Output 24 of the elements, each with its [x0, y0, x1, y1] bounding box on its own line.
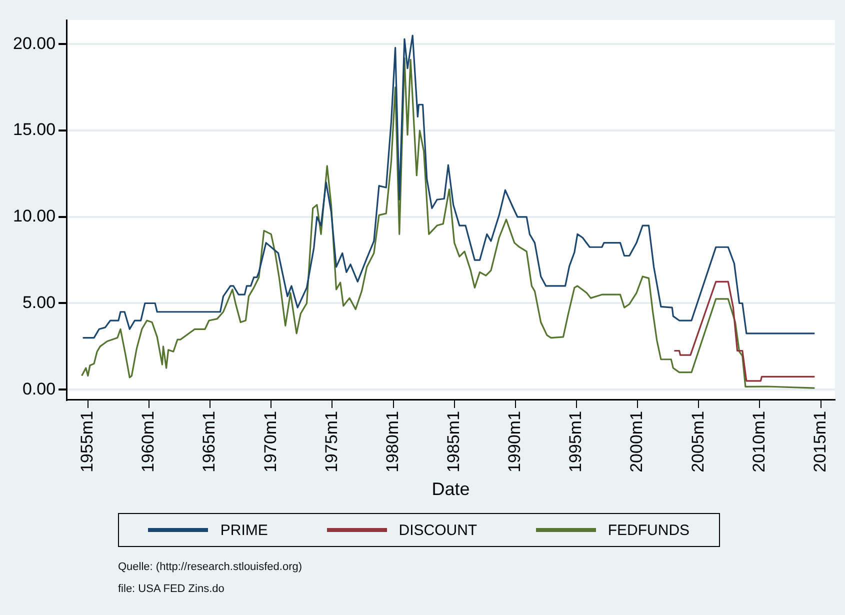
x-axis-title: Date [432, 479, 470, 500]
x-tick-label: 2000m1 [627, 410, 646, 472]
x-tick-label: 1955m1 [78, 410, 97, 472]
x-tick-label: 1965m1 [200, 410, 219, 472]
text: file: USA FED Zins.do [118, 582, 226, 597]
x-tick-label: 1970m1 [260, 410, 280, 472]
y-tick-label: 10.00 [12, 206, 56, 226]
x-tick-label: 2010m1 [749, 410, 768, 472]
x-tick-label: 1960m1 [138, 410, 158, 472]
legend-label: PRIME [220, 522, 268, 538]
y-tick-label: 20.00 [12, 34, 56, 53]
legend-label: DISCOUNT [398, 522, 478, 538]
y-tick-label: 15.00 [12, 120, 56, 140]
legend-label: FEDFUNDS [608, 522, 690, 538]
y-tick-label: 0.00 [22, 379, 56, 398]
x-tick-label: 1995m1 [566, 410, 586, 472]
x-tick-label: 1990m1 [505, 410, 524, 472]
x-tick-label: 2005m1 [688, 410, 708, 472]
x-tick-label: 2015m1 [810, 410, 830, 472]
x-tick-label: 1980m1 [382, 410, 402, 472]
source-note: Quelle: (http://research.stlouisfed.org) [118, 560, 302, 575]
y-tick-label: 5.00 [22, 292, 56, 312]
x-tick-label: 1985m1 [444, 410, 464, 472]
x-tick-label: 1975m1 [322, 410, 341, 472]
